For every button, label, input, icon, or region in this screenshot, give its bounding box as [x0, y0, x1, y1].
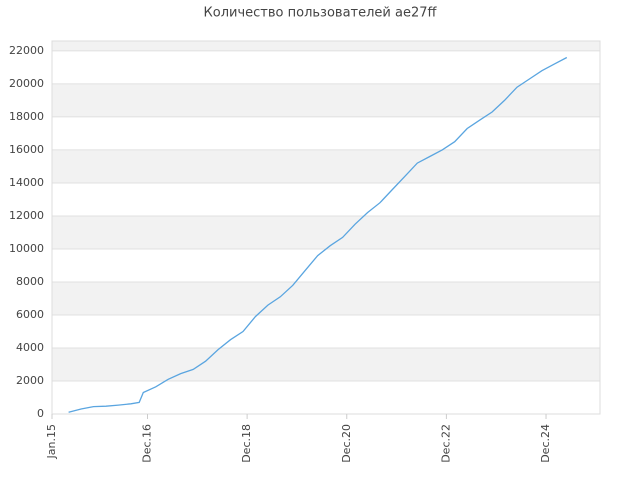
grid-band — [52, 347, 600, 381]
y-tick-label: 12000 — [9, 209, 44, 222]
grid-band — [52, 41, 600, 51]
x-tick-label: Dec.24 — [539, 424, 552, 463]
y-tick-label: 18000 — [9, 110, 44, 123]
y-tick-label: 2000 — [16, 374, 44, 387]
x-tick-label: Jan.15 — [45, 424, 58, 459]
x-tick-label: Dec.20 — [340, 424, 353, 463]
y-tick-label: 10000 — [9, 242, 44, 255]
y-tick-label: 8000 — [16, 275, 44, 288]
y-tick-label: 20000 — [9, 77, 44, 90]
y-tick-label: 14000 — [9, 176, 44, 189]
x-tick-label: Dec.16 — [140, 424, 153, 463]
y-tick-label: 16000 — [9, 143, 44, 156]
x-tick-label: Dec.22 — [439, 424, 452, 463]
plot-border — [51, 40, 601, 415]
grid-band — [52, 83, 600, 117]
y-tick-label: 6000 — [16, 308, 44, 321]
grid-band — [52, 215, 600, 249]
data-line — [68, 56, 568, 413]
x-tick-label: Dec.18 — [240, 424, 253, 463]
grid-band — [52, 281, 600, 315]
y-tick-label: 4000 — [16, 341, 44, 354]
grid-band — [52, 149, 600, 183]
y-tick-label: 0 — [37, 407, 44, 420]
chart-title: Количество пользователей ae27ff — [204, 6, 438, 21]
y-tick-label: 22000 — [9, 44, 44, 57]
